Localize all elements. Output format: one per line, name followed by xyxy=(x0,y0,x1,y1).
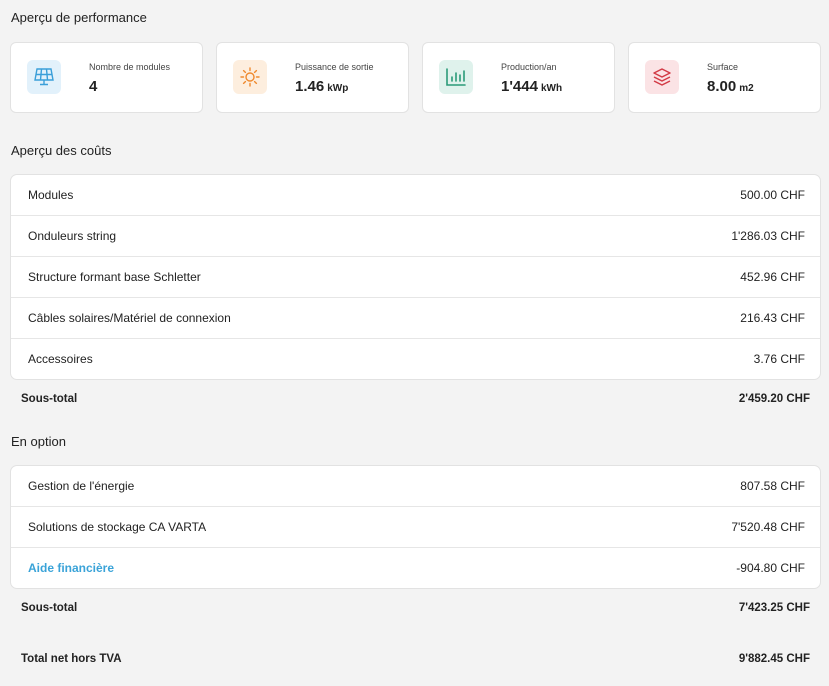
stat-value: 4 xyxy=(89,78,98,95)
solar-panel-icon xyxy=(27,60,61,94)
stat-card-modules: Nombre de modules 4 xyxy=(10,42,203,113)
row-label: Modules xyxy=(28,188,74,202)
row-label: Accessoires xyxy=(28,352,93,366)
options-subtotal: Sous-total 7'423.25 CHF xyxy=(21,602,810,614)
stat-label: Nombre de modules xyxy=(89,62,171,72)
stat-label: Puissance de sortie xyxy=(295,62,374,72)
performance-cards: Nombre de modules 4 Puissance de sortie … xyxy=(10,42,829,113)
stat-value: 8.00 m2 xyxy=(707,78,754,95)
stat-card-power: Puissance de sortie 1.46 kWp xyxy=(216,42,409,113)
row-amount: 3.76 CHF xyxy=(753,352,805,366)
total-value: 9'882.45 CHF xyxy=(738,653,810,665)
stat-value: 1'444 kWh xyxy=(501,78,563,95)
row-amount: 500.00 CHF xyxy=(740,188,805,202)
costs-title: Aperçu des coûts xyxy=(11,143,112,158)
table-row: Onduleurs string 1'286.03 CHF xyxy=(11,216,820,257)
row-label: Câbles solaires/Matériel de connexion xyxy=(28,311,231,325)
table-row: Accessoires 3.76 CHF xyxy=(11,339,820,379)
row-amount: 452.96 CHF xyxy=(740,270,805,284)
options-title: En option xyxy=(11,434,66,449)
row-amount: -904.80 CHF xyxy=(736,561,805,575)
table-row: Gestion de l'énergie 807.58 CHF xyxy=(11,466,820,507)
stat-label: Surface xyxy=(707,62,739,72)
row-label: Solutions de stockage CA VARTA xyxy=(28,520,207,534)
bar-chart-icon xyxy=(439,60,473,94)
subtotal-value: 7'423.25 CHF xyxy=(738,602,810,614)
table-row: Aide financière -904.80 CHF xyxy=(11,548,820,588)
total-net: Total net hors TVA 9'882.45 CHF xyxy=(21,653,810,665)
stat-card-surface: Surface 8.00 m2 xyxy=(628,42,821,113)
costs-table: Modules 500.00 CHF Onduleurs string 1'28… xyxy=(10,174,821,380)
row-label: Structure formant base Schletter xyxy=(28,270,201,284)
performance-title: Aperçu de performance xyxy=(11,10,147,25)
table-row: Structure formant base Schletter 452.96 … xyxy=(11,257,820,298)
stat-card-production: Production/an 1'444 kWh xyxy=(422,42,615,113)
layers-icon xyxy=(645,60,679,94)
options-table: Gestion de l'énergie 807.58 CHF Solution… xyxy=(10,465,821,589)
table-row: Modules 500.00 CHF xyxy=(11,175,820,216)
row-amount: 1'286.03 CHF xyxy=(731,229,805,243)
row-label: Gestion de l'énergie xyxy=(28,479,135,493)
subtotal-label: Sous-total xyxy=(21,393,78,405)
stat-value: 1.46 kWp xyxy=(295,78,349,95)
costs-subtotal: Sous-total 2'459.20 CHF xyxy=(21,393,810,405)
stat-label: Production/an xyxy=(501,62,557,72)
sun-icon xyxy=(233,60,267,94)
row-amount: 7'520.48 CHF xyxy=(731,520,805,534)
subtotal-label: Sous-total xyxy=(21,602,78,614)
table-row: Solutions de stockage CA VARTA 7'520.48 … xyxy=(11,507,820,548)
financial-aid-link[interactable]: Aide financière xyxy=(28,561,115,575)
row-amount: 216.43 CHF xyxy=(740,311,805,325)
table-row: Câbles solaires/Matériel de connexion 21… xyxy=(11,298,820,339)
total-label: Total net hors TVA xyxy=(21,653,122,665)
row-amount: 807.58 CHF xyxy=(740,479,805,493)
subtotal-value: 2'459.20 CHF xyxy=(738,393,810,405)
row-label: Onduleurs string xyxy=(28,229,117,243)
